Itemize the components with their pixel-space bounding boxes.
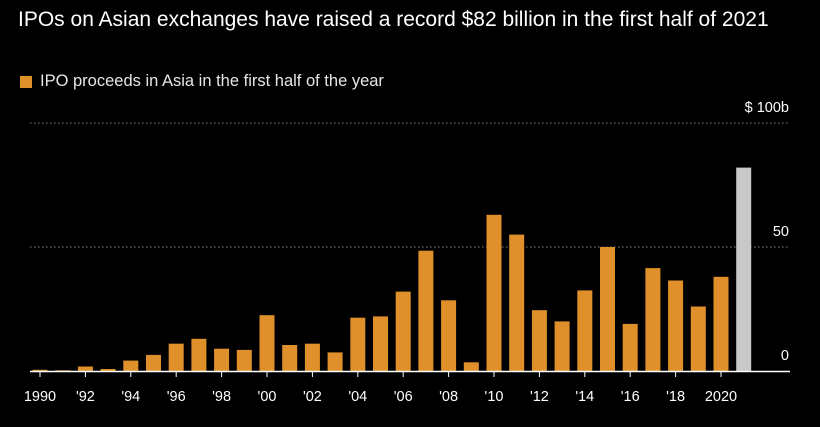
- x-axis: 1990 '92 '94 '96 '98 '00 '02 '04 '06 '08 '10 '12 '14…: [24, 370, 790, 405]
- bar-2003: [327, 352, 343, 371]
- y-tick-label-100: $ 100b: [745, 100, 789, 116]
- bar-2018: [668, 280, 684, 371]
- legend-label: IPO proceeds in Asia in the first half o…: [40, 72, 384, 90]
- x-tick-label-2008: '08: [439, 389, 458, 405]
- bar-2002: [304, 343, 320, 371]
- bar-1994: [123, 360, 139, 371]
- legend-swatch: [20, 75, 32, 88]
- gridlines: [30, 122, 790, 248]
- bar-1990: [32, 369, 48, 371]
- bar-2020: [713, 276, 729, 371]
- x-tick-label-2010: '10: [485, 389, 504, 405]
- x-tick-label-2004: '04: [348, 389, 367, 405]
- y-tick-label-50: 50: [773, 224, 789, 240]
- bar-2017: [645, 268, 661, 371]
- bar-2010: [486, 214, 502, 371]
- bar-2011: [509, 234, 525, 371]
- bars: [32, 167, 752, 372]
- x-tick-label-2002: '02: [303, 389, 322, 405]
- x-tick-label-2020: 2020: [705, 389, 737, 405]
- x-tick-label-2006: '06: [394, 389, 413, 405]
- bar-2013: [554, 321, 570, 371]
- bar-2005: [373, 316, 388, 371]
- bar-2014: [577, 290, 593, 371]
- x-tick-label-1990: 1990: [24, 389, 56, 405]
- chart-title: IPOs on Asian exchanges have raised a re…: [18, 8, 769, 31]
- bar-2008: [441, 300, 457, 371]
- bar-2006: [395, 291, 411, 371]
- x-tick-label-2018: '18: [666, 389, 685, 405]
- bar-1997: [191, 338, 207, 371]
- x-tick-label-1994: '94: [121, 389, 140, 405]
- bar-2007: [418, 250, 434, 371]
- bar-1992: [77, 366, 93, 371]
- bar-2015: [600, 247, 615, 371]
- bar-2000: [259, 315, 275, 371]
- x-tick-label-2012: '12: [530, 389, 549, 405]
- x-tick-label-2000: '00: [258, 389, 277, 405]
- bar-1995: [146, 354, 161, 371]
- bar-1993: [100, 369, 116, 371]
- bar-2009: [463, 362, 479, 371]
- bar-1998: [214, 348, 230, 371]
- x-tick-label-1992: '92: [76, 389, 95, 405]
- bar-2019: [690, 306, 706, 371]
- x-tick-label-2016: '16: [621, 389, 640, 405]
- bar-1991: [55, 370, 71, 372]
- y-tick-label-0: 0: [781, 348, 789, 364]
- bar-1999: [236, 349, 252, 371]
- legend: IPO proceeds in Asia in the first half o…: [20, 72, 384, 91]
- bar-1996: [168, 343, 184, 371]
- x-tick-label-1996: '96: [167, 389, 186, 405]
- bar-2001: [282, 345, 298, 371]
- bar-2004: [350, 317, 366, 371]
- bar-2016: [622, 323, 638, 371]
- bar-2021: [736, 167, 752, 371]
- x-tick-label-1998: '98: [212, 389, 231, 405]
- x-tick-label-2014: '14: [575, 389, 594, 405]
- bar-2012: [531, 310, 547, 371]
- y-axis-labels: 0 50 $ 100b: [745, 100, 789, 364]
